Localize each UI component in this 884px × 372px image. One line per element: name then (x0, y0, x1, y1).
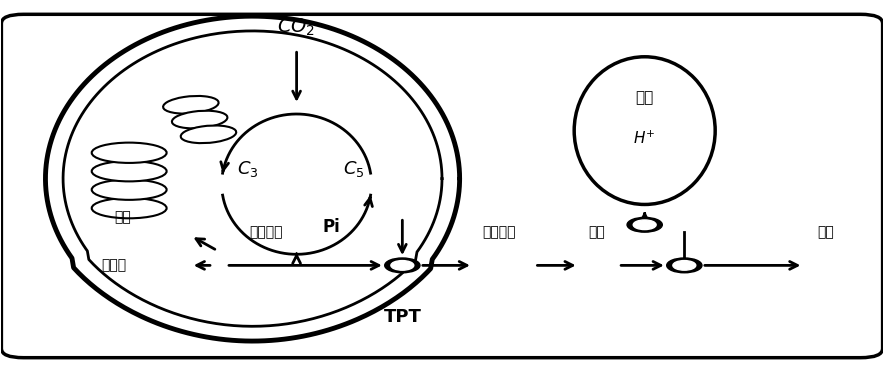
Text: Pi: Pi (323, 218, 340, 235)
Ellipse shape (92, 198, 166, 218)
Text: $C_3$: $C_3$ (238, 159, 259, 179)
Text: 淀粉: 淀粉 (115, 211, 132, 224)
Ellipse shape (575, 57, 715, 205)
Ellipse shape (180, 125, 236, 143)
Circle shape (673, 260, 696, 270)
Circle shape (391, 260, 414, 270)
Circle shape (667, 258, 702, 273)
Ellipse shape (92, 161, 166, 182)
Circle shape (385, 258, 420, 273)
Text: 磷酸丙糖: 磷酸丙糖 (483, 225, 516, 239)
Ellipse shape (163, 96, 218, 113)
Text: $CO_2$: $CO_2$ (278, 17, 316, 38)
Ellipse shape (171, 111, 227, 128)
Text: 氨基酸: 氨基酸 (102, 259, 126, 272)
Text: TPT: TPT (384, 308, 422, 326)
Text: $H^{+}$: $H^{+}$ (634, 129, 656, 147)
Text: $C_5$: $C_5$ (343, 159, 364, 179)
Ellipse shape (92, 180, 166, 200)
Text: 蔗糖: 蔗糖 (588, 225, 605, 239)
FancyBboxPatch shape (2, 14, 882, 358)
Text: 液泡: 液泡 (636, 90, 654, 105)
Ellipse shape (92, 142, 166, 163)
Polygon shape (63, 31, 442, 326)
Text: 蔗糖: 蔗糖 (817, 225, 834, 239)
Circle shape (633, 220, 656, 230)
Text: 磷酸丙糖: 磷酸丙糖 (249, 225, 283, 239)
Circle shape (627, 217, 662, 232)
